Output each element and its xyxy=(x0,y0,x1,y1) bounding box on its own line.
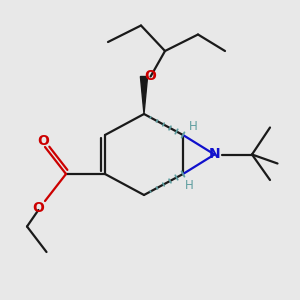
Text: H: H xyxy=(184,179,194,192)
Text: O: O xyxy=(145,70,157,83)
Text: H: H xyxy=(189,120,198,133)
Text: N: N xyxy=(209,148,220,161)
Text: O: O xyxy=(32,201,44,214)
Text: O: O xyxy=(38,134,50,148)
Polygon shape xyxy=(140,76,148,114)
